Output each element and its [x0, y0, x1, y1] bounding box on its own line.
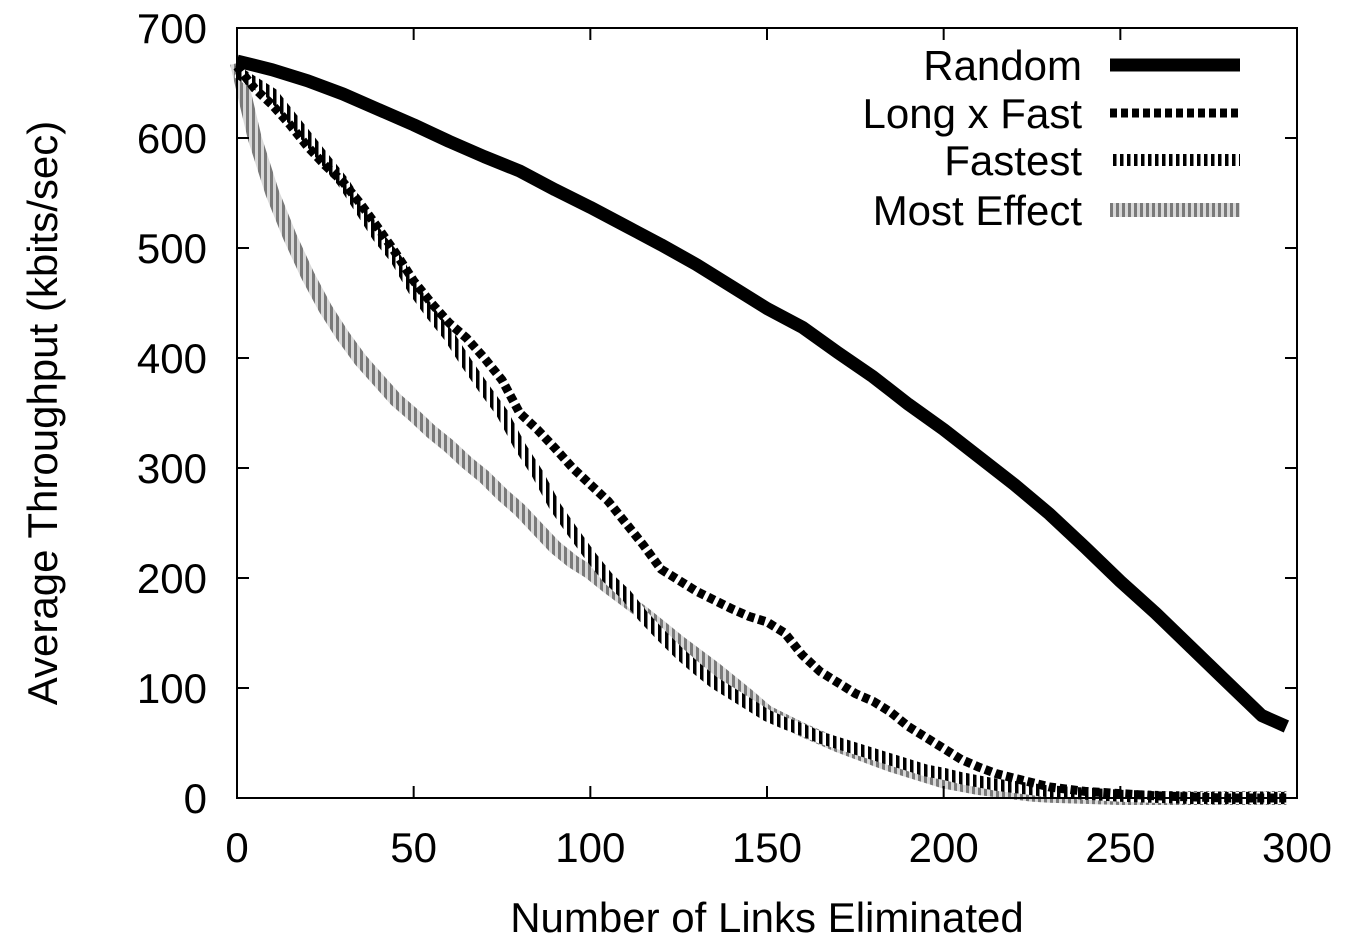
- x-tick-label: 150: [732, 824, 802, 871]
- legend-label: Fastest: [944, 137, 1082, 184]
- legend-label: Random: [923, 42, 1082, 89]
- x-tick-label: 200: [909, 824, 979, 871]
- legend-label: Long x Fast: [863, 90, 1083, 137]
- x-tick-label: 300: [1262, 824, 1332, 871]
- x-axis-ticks: 0 50 100 150 200 250 300: [225, 28, 1332, 871]
- y-tick-label: 400: [137, 335, 207, 382]
- legend-swatch: [1110, 203, 1240, 217]
- series-layer: [230, 54, 1290, 805]
- x-tick-label: 0: [225, 824, 248, 871]
- x-axis-label: Number of Links Eliminated: [510, 894, 1024, 941]
- y-tick-label: 0: [184, 775, 207, 822]
- y-axis-label: Average Throughput (kbits/sec): [19, 121, 66, 705]
- y-tick-label: 600: [137, 115, 207, 162]
- legend-label: Most Effect: [873, 187, 1083, 234]
- plot-frame: [236, 27, 1298, 799]
- legend-swatch: [1110, 154, 1240, 166]
- y-tick-label: 100: [137, 665, 207, 712]
- series-line-long-x-fast: [233, 63, 1287, 803]
- y-tick-label: 200: [137, 555, 207, 602]
- y-tick-label: 500: [137, 225, 207, 272]
- y-axis-ticks: 0 100 200 300 400 500 600 700: [137, 5, 1297, 822]
- series-line-fastest: [233, 66, 1287, 804]
- series-line-most-effect: [230, 61, 1287, 805]
- y-tick-label: 300: [137, 445, 207, 492]
- series-line-random: [235, 54, 1290, 733]
- x-tick-label: 50: [390, 824, 437, 871]
- x-tick-label: 100: [555, 824, 625, 871]
- x-tick-label: 250: [1085, 824, 1155, 871]
- plot-area: [230, 27, 1298, 805]
- y-tick-label: 700: [137, 5, 207, 52]
